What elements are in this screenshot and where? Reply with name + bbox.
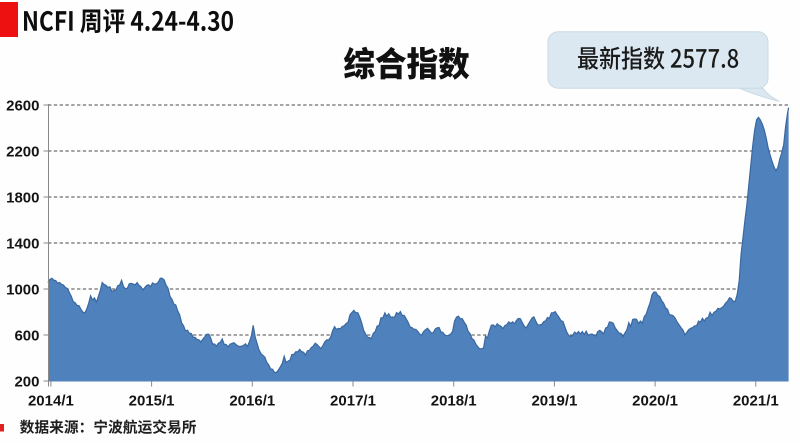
svg-text:2015/1: 2015/1 <box>129 392 175 409</box>
svg-text:2200: 2200 <box>6 143 39 160</box>
svg-text:2017/1: 2017/1 <box>330 392 376 409</box>
svg-text:2600: 2600 <box>6 97 39 114</box>
svg-text:600: 600 <box>14 327 39 344</box>
svg-text:2021/1: 2021/1 <box>733 392 779 409</box>
svg-text:2016/1: 2016/1 <box>229 392 275 409</box>
svg-text:2014/1: 2014/1 <box>28 392 74 409</box>
svg-text:1800: 1800 <box>6 189 39 206</box>
svg-text:200: 200 <box>14 373 39 390</box>
svg-text:1400: 1400 <box>6 235 39 252</box>
svg-text:2020/1: 2020/1 <box>632 392 678 409</box>
svg-text:2018/1: 2018/1 <box>431 392 477 409</box>
svg-text:2019/1: 2019/1 <box>531 392 577 409</box>
svg-text:1000: 1000 <box>6 281 39 298</box>
